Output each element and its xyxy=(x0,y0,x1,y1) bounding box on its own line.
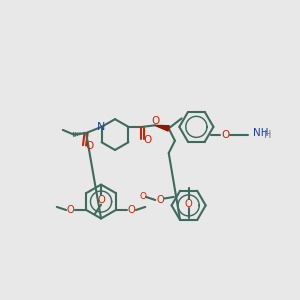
Text: O: O xyxy=(185,199,193,209)
Text: O: O xyxy=(221,130,229,140)
Text: O: O xyxy=(97,195,105,205)
Text: N: N xyxy=(97,122,105,132)
Text: O: O xyxy=(67,205,75,215)
Text: O: O xyxy=(143,135,151,145)
Text: O: O xyxy=(140,192,146,201)
Text: O: O xyxy=(128,205,135,215)
Text: O: O xyxy=(156,195,164,205)
Text: O: O xyxy=(152,116,160,126)
Polygon shape xyxy=(155,125,169,131)
Text: O: O xyxy=(86,141,94,151)
Text: NH: NH xyxy=(253,128,268,138)
Text: H: H xyxy=(264,130,271,140)
